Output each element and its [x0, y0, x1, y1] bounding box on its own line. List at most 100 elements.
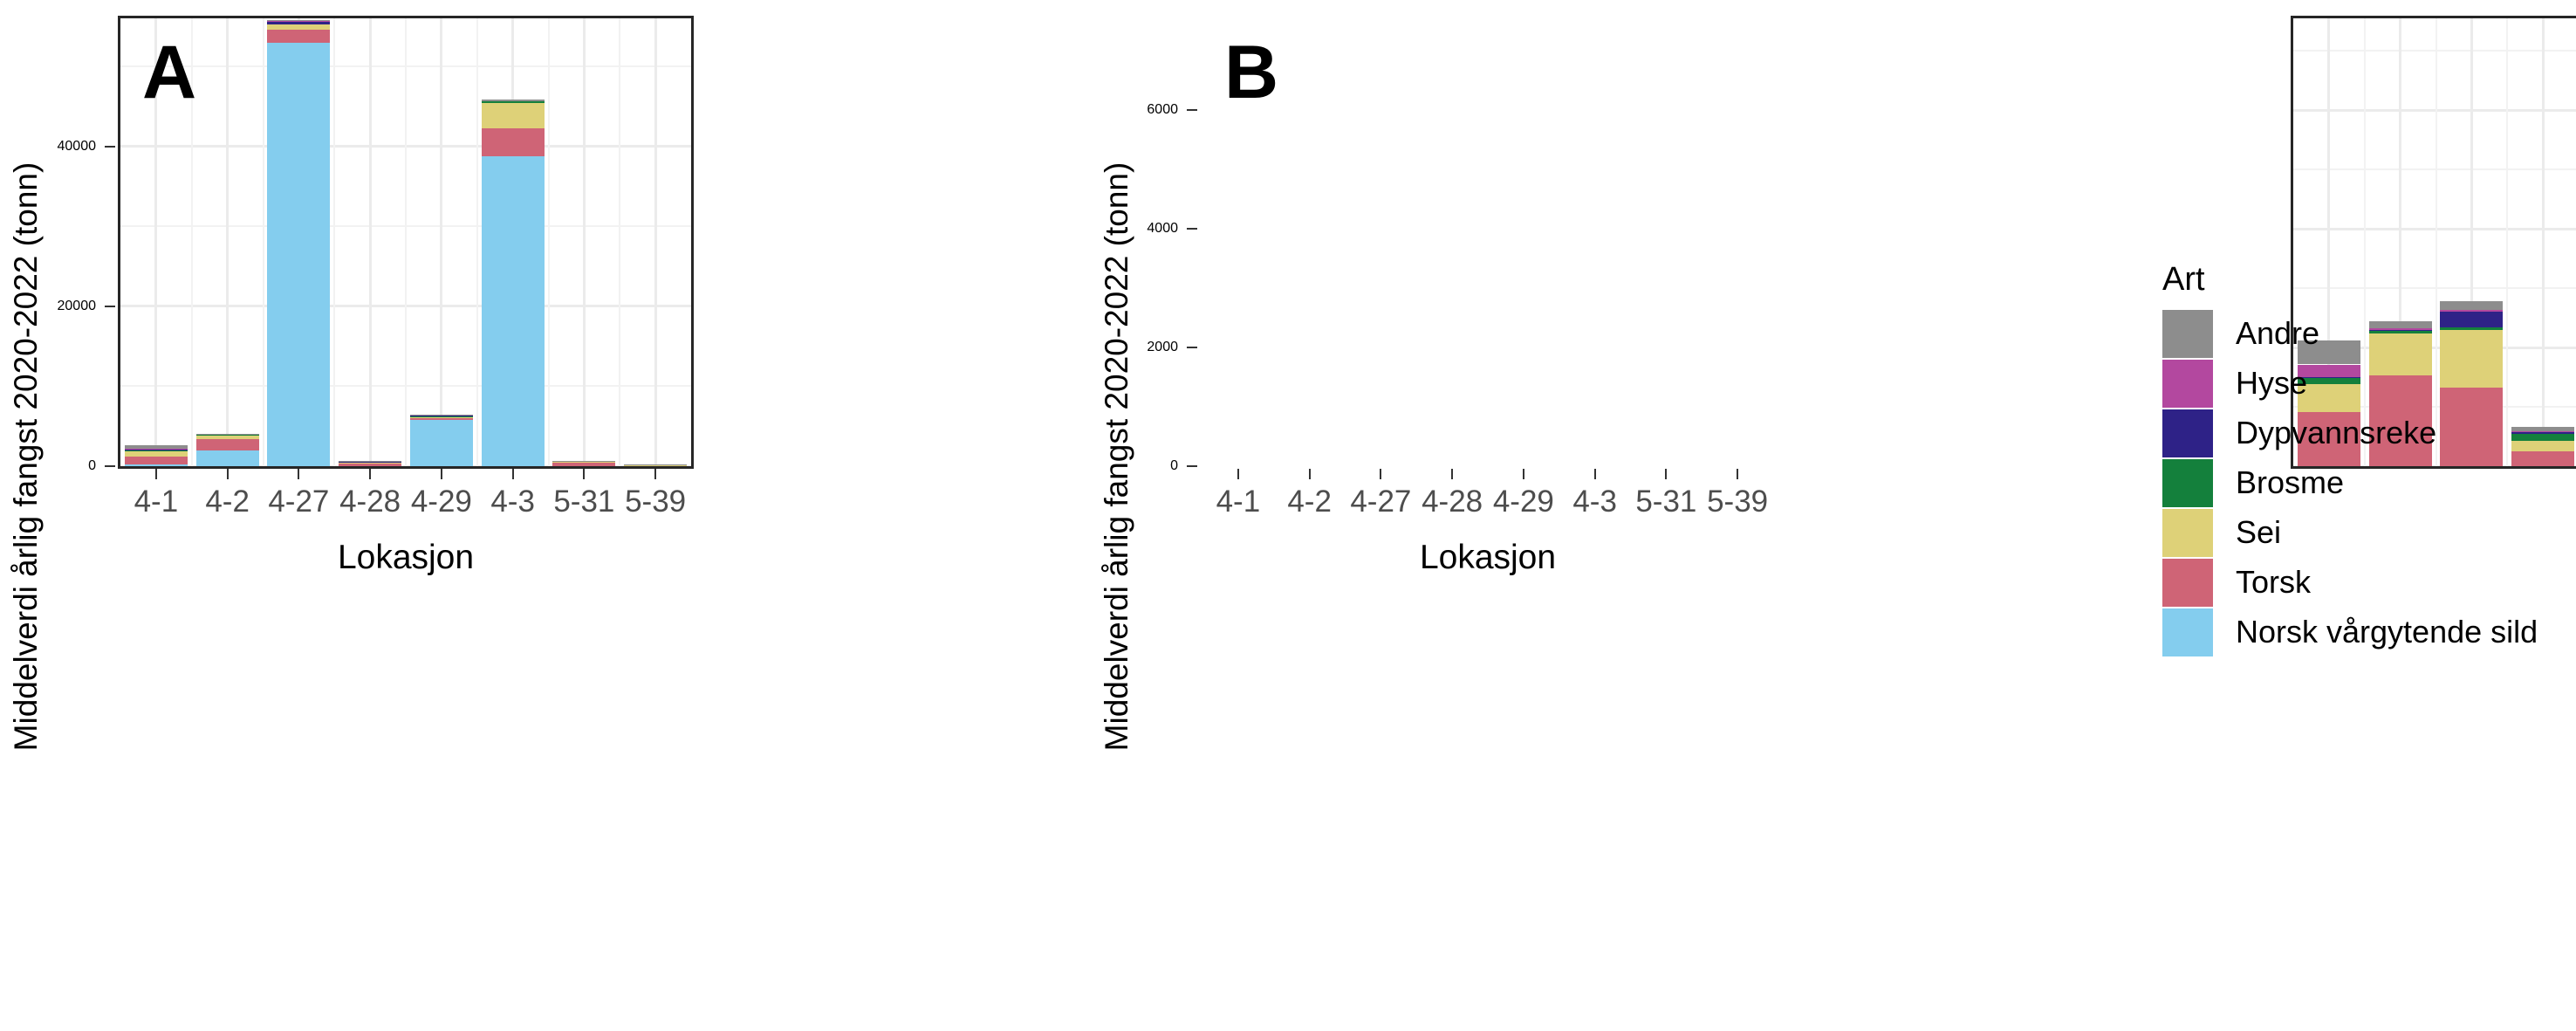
bar-segment-andre	[124, 445, 188, 450]
legend-item[interactable]: Torsk	[2162, 558, 2573, 608]
gridline-vertical-major	[2327, 18, 2331, 466]
bar-segment-dypvannsreke	[2297, 376, 2360, 379]
bar-segment-sei	[409, 416, 473, 418]
gridline-vertical-major	[2541, 18, 2545, 466]
gridline-horizontal-minor	[2293, 287, 2576, 290]
x-tick-mark	[1451, 469, 1454, 479]
bar-segment-torsk	[124, 457, 188, 464]
bar-segment-brosme	[2440, 327, 2504, 331]
panel-a-x-axis-title: Lokasjon	[337, 539, 475, 576]
legend-item-label: Hyse	[2236, 365, 2308, 402]
gridline-vertical-major	[582, 18, 586, 466]
legend-item[interactable]: Dypvannsreke	[2162, 409, 2573, 458]
gridline-vertical-minor	[190, 18, 193, 466]
y-tick-label: 0	[88, 458, 96, 473]
legend-item-label: Dypvannsreke	[2236, 415, 2437, 451]
bar-segment-andre	[481, 99, 545, 101]
gridline-vertical-major	[368, 18, 372, 466]
x-tick-mark	[1380, 469, 1382, 479]
bar-segment-torsk	[2297, 412, 2360, 466]
legend-swatch-icon	[2162, 359, 2213, 408]
bar-segment-norsk-vårgytende-sild	[409, 420, 473, 466]
x-tick-mark	[583, 469, 586, 479]
y-tick-label: 6000	[1147, 102, 1178, 118]
x-tick-label: 4-3	[490, 485, 535, 519]
bar-segment-andre	[2297, 340, 2360, 365]
legend-item[interactable]: Brosme	[2162, 458, 2573, 508]
bar-4-29	[409, 414, 473, 466]
bar-segment-dypvannsreke	[2511, 431, 2575, 434]
gridline-horizontal-minor	[2293, 168, 2576, 171]
gridline-vertical-minor	[2363, 18, 2366, 466]
gridline-vertical-major	[654, 18, 657, 466]
x-tick-mark	[1522, 469, 1524, 479]
bar-segment-sei	[481, 102, 545, 128]
x-tick-mark	[298, 469, 300, 479]
panel-a: Middelverdi årlig fangst 2020-2022 (tonn…	[0, 0, 1091, 1031]
x-tick-mark	[1737, 469, 1739, 479]
x-tick-mark	[440, 469, 442, 479]
legend-item[interactable]: Norsk vårgytende sild	[2162, 608, 2573, 657]
gridline-vertical-minor	[405, 18, 407, 466]
legend-swatch-icon	[2162, 608, 2213, 656]
y-tick-mark	[105, 465, 115, 467]
panel-a-plot-area	[118, 16, 694, 469]
bar-4-28	[2511, 427, 2575, 466]
bar-segment-andre	[2511, 427, 2575, 432]
bar-segment-hyse	[124, 449, 188, 450]
bar-segment-torsk	[2440, 387, 2504, 466]
bar-4-28	[339, 461, 402, 466]
legend-swatch-icon	[2162, 558, 2213, 607]
bar-4-2	[195, 433, 259, 466]
bar-segment-hyse	[2368, 328, 2432, 331]
x-tick-label: 4-2	[1287, 485, 1332, 519]
bar-segment-sei	[2440, 330, 2504, 388]
bar-segment-brosme	[2368, 330, 2432, 334]
bar-4-27	[2440, 301, 2504, 466]
x-tick-mark	[1665, 469, 1668, 479]
bar-segment-norsk-vårgytende-sild	[267, 43, 331, 466]
panel-b: Middelverdi årlig fangst 2020-2022 (tonn…	[1091, 0, 2576, 1031]
legend-swatch-icon	[2162, 508, 2213, 557]
gridline-horizontal-major	[2293, 464, 2576, 466]
x-tick-mark	[1593, 469, 1596, 479]
legend-item[interactable]: Andre	[2162, 309, 2573, 359]
bar-segment-dypvannsreke	[2440, 312, 2504, 328]
gridline-horizontal-major	[2293, 346, 2576, 349]
bar-segment-sei	[2368, 333, 2432, 376]
bar-segment-sei	[2511, 441, 2575, 451]
x-tick-label: 4-2	[205, 485, 250, 519]
bar-segment-brosme	[2297, 378, 2360, 384]
bar-segment-hyse	[2440, 309, 2504, 313]
bar-segment-brosme	[124, 450, 188, 452]
bar-5-31	[552, 460, 616, 466]
y-tick-mark	[1187, 109, 1197, 112]
gridline-horizontal-major	[2293, 108, 2576, 112]
panel-b-x-axis-title: Lokasjon	[1419, 539, 1557, 576]
bar-4-1	[2297, 340, 2360, 466]
bar-segment-dypvannsreke	[267, 21, 331, 24]
x-tick-mark	[654, 469, 657, 479]
x-tick-mark	[226, 469, 229, 479]
x-tick-mark	[369, 469, 372, 479]
gridline-vertical-minor	[619, 18, 621, 466]
gridline-horizontal-major	[2293, 227, 2576, 230]
gridline-vertical-major	[2470, 18, 2473, 466]
panel-b-plot-area	[2291, 16, 2576, 469]
legend-item[interactable]: Hyse	[2162, 359, 2573, 409]
y-tick-label: 0	[1170, 458, 1178, 473]
y-tick-label: 2000	[1147, 340, 1178, 355]
y-tick-label: 4000	[1147, 221, 1178, 237]
bar-4-3	[481, 99, 545, 466]
x-tick-label: 4-28	[339, 485, 401, 519]
y-tick-label: 40000	[57, 138, 97, 154]
legend-item[interactable]: Sei	[2162, 508, 2573, 558]
x-tick-mark	[511, 469, 514, 479]
x-tick-label: 4-29	[410, 485, 472, 519]
y-tick-mark	[1187, 465, 1197, 467]
bar-segment-andre	[195, 433, 259, 436]
legend-swatch-icon	[2162, 458, 2213, 507]
bar-segment-andre	[2368, 320, 2432, 329]
legend-item-label: Andre	[2236, 315, 2320, 352]
